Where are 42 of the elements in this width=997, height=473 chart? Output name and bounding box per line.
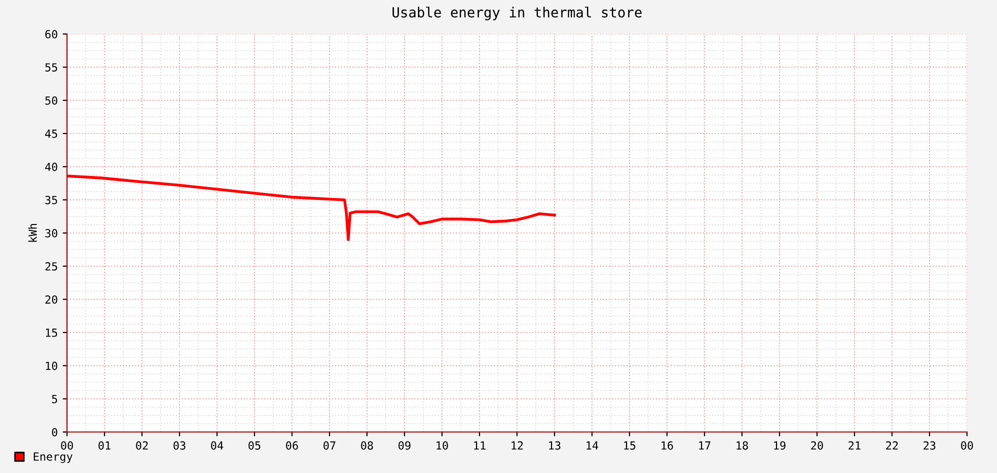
y-tick-label: 25	[45, 262, 58, 271]
x-tick-label: 13	[549, 441, 560, 450]
x-tick-label: 21	[848, 441, 860, 450]
y-tick-label: 15	[46, 328, 58, 337]
y-tick-label: 30	[45, 229, 58, 238]
y-tick-label: 50	[45, 96, 58, 105]
y-tick-label: 35	[45, 196, 58, 204]
x-tick-label: 19	[774, 441, 786, 450]
x-tick-label: 10	[436, 441, 448, 450]
y-tick-label: 55	[45, 63, 58, 72]
x-tick-label: 09	[398, 441, 410, 450]
x-tick-label: 04	[211, 441, 224, 450]
x-tick-label: 22	[886, 441, 898, 450]
x-tick-label: 06	[286, 441, 298, 450]
y-tick-label: 60	[45, 30, 58, 38]
y-tick-label: 20	[45, 295, 58, 304]
y-tick-label: 0	[52, 428, 58, 436]
x-tick-label: 01	[98, 441, 110, 450]
x-tick-label: 02	[136, 441, 148, 450]
x-tick-label: 08	[361, 441, 373, 450]
y-tick-label: 5	[52, 394, 58, 404]
x-tick-label: 00	[961, 441, 973, 450]
x-tick-label: 07	[324, 441, 336, 450]
x-tick-label: 23	[924, 441, 936, 450]
x-tick-label: 03	[174, 441, 186, 450]
y-tick-label: 10	[46, 362, 58, 370]
chart-title: Usable energy in thermal store	[392, 6, 642, 20]
x-tick-label: 18	[736, 441, 748, 450]
x-tick-label: 15	[624, 441, 636, 450]
x-tick-label: 14	[586, 441, 598, 450]
legend-label: Energy	[34, 452, 72, 463]
x-tick-label: 05	[248, 441, 260, 450]
y-axis-title: kWh	[28, 224, 37, 242]
x-tick-label: 20	[811, 441, 823, 450]
y-tick-label: 45	[45, 130, 58, 138]
x-tick-label: 12	[512, 441, 523, 450]
x-tick-label: 17	[699, 441, 710, 450]
line-series	[67, 174, 556, 242]
x-tick-label: 16	[662, 441, 673, 450]
x-tick-label: 00	[61, 441, 73, 450]
x-tick-label: 11	[474, 441, 486, 450]
y-tick-label: 40	[45, 162, 58, 172]
